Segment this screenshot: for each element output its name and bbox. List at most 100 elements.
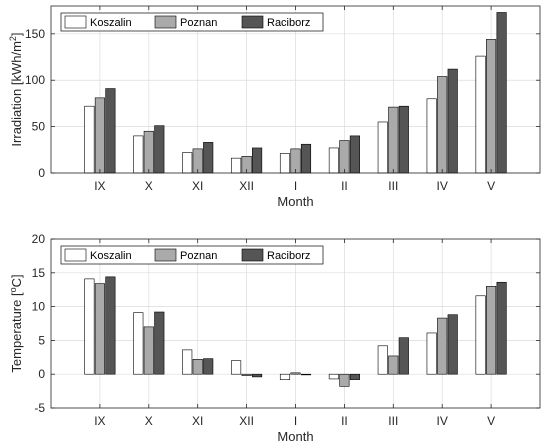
bar-koszalin-x	[133, 312, 144, 375]
y-axis-label: Irradiation [kWh/m2]	[8, 32, 24, 146]
y-tick-label: 150	[25, 27, 45, 41]
bar-koszalin-xi	[182, 349, 193, 375]
bar-raciborz-iv	[447, 314, 458, 375]
bar-poznan-i	[290, 372, 301, 375]
x-tick-label: II	[341, 179, 348, 193]
legend-swatch-raciborz	[241, 248, 264, 262]
x-tick-label: XII	[239, 179, 254, 193]
bar-poznan-v	[486, 286, 497, 375]
x-axis-label: Month	[277, 194, 313, 209]
y-tick-label: 100	[25, 73, 45, 87]
bar-poznan-ii	[339, 140, 350, 174]
bar-raciborz-iii	[398, 105, 409, 174]
bar-koszalin-ii	[328, 373, 339, 380]
x-tick-label: III	[388, 414, 398, 428]
bar-koszalin-iv	[426, 98, 437, 174]
bar-raciborz-ii	[349, 135, 360, 174]
legend-swatch-poznan	[154, 248, 177, 262]
bar-raciborz-xii	[252, 373, 263, 378]
bar-raciborz-ii	[349, 373, 360, 380]
bar-raciborz-i	[300, 143, 312, 174]
y-axis-label: Temperature [oC]	[8, 274, 24, 372]
legend-entry-koszalin: Koszalin	[90, 17, 132, 29]
y-tick-label: 0	[38, 166, 45, 180]
x-tick-label: XII	[239, 414, 254, 428]
legend: Koszalin Poznan Raciborz	[60, 12, 324, 32]
bar-koszalin-i	[279, 373, 291, 380]
legend-swatch-koszalin	[64, 248, 87, 262]
x-tick-label: II	[341, 414, 348, 428]
legend-entry-raciborz: Raciborz	[267, 250, 310, 262]
bar-raciborz-xi	[203, 358, 214, 375]
y-tick-label: 0	[38, 367, 45, 381]
bar-koszalin-ix	[84, 278, 95, 375]
y-tick-label: -5	[34, 401, 45, 415]
bar-raciborz-xi	[203, 142, 214, 174]
bar-poznan-xi	[192, 359, 203, 375]
x-tick-label: XI	[192, 179, 203, 193]
bar-koszalin-xii	[231, 157, 242, 174]
x-tick-label: I	[294, 414, 297, 428]
bar-poznan-xii	[241, 373, 252, 376]
legend-swatch-koszalin	[64, 15, 87, 29]
legend-swatch-raciborz	[241, 15, 264, 29]
y-tick-label: 50	[32, 120, 46, 134]
bar-raciborz-ix	[105, 88, 116, 174]
bar-poznan-iv	[437, 317, 448, 375]
bar-poznan-ix	[94, 97, 105, 174]
bar-raciborz-iv	[447, 68, 458, 174]
bar-poznan-x	[143, 130, 154, 174]
bar-koszalin-iii	[377, 121, 388, 174]
y-tick-label: 5	[38, 333, 45, 347]
x-axis-label: Month	[277, 429, 313, 444]
bar-koszalin-ix	[84, 105, 95, 174]
bar-poznan-v	[486, 39, 497, 174]
bar-raciborz-xii	[252, 147, 263, 174]
legend-entry-poznan: Poznan	[180, 250, 217, 262]
bar-poznan-x	[143, 326, 154, 375]
legend-entry-poznan: Poznan	[180, 17, 217, 29]
x-tick-label: X	[145, 414, 153, 428]
x-tick-label: V	[487, 414, 495, 428]
y-tick-label: 10	[32, 300, 46, 314]
bar-koszalin-iv	[426, 332, 437, 375]
bar-koszalin-xii	[231, 360, 242, 375]
bar-poznan-iii	[388, 355, 399, 375]
bar-raciborz-i	[300, 373, 312, 376]
legend-entry-koszalin: Koszalin	[90, 250, 132, 262]
bar-poznan-iii	[388, 106, 399, 174]
y-tick-label: 15	[32, 266, 46, 280]
bar-poznan-iv	[437, 76, 448, 174]
x-tick-label: IX	[94, 414, 105, 428]
bar-koszalin-x	[133, 135, 144, 174]
x-tick-label: IX	[94, 179, 105, 193]
bar-raciborz-iii	[398, 337, 409, 375]
x-tick-label: IV	[437, 179, 448, 193]
bar-koszalin-xi	[182, 152, 193, 174]
legend-entry-raciborz: Raciborz	[267, 17, 310, 29]
legend: Koszalin Poznan Raciborz	[60, 245, 324, 265]
x-tick-label: V	[487, 179, 495, 193]
bar-koszalin-v	[475, 55, 486, 174]
x-tick-label: III	[388, 179, 398, 193]
bar-raciborz-v	[496, 281, 507, 375]
bar-poznan-ix	[94, 283, 105, 375]
y-tick-label: 20	[32, 232, 46, 246]
bar-koszalin-i	[279, 153, 291, 174]
bar-koszalin-iii	[377, 345, 388, 375]
x-tick-label: XI	[192, 414, 203, 428]
bar-raciborz-ix	[105, 276, 116, 375]
bar-raciborz-x	[154, 125, 165, 174]
bar-koszalin-v	[475, 295, 486, 375]
bar-poznan-ii	[339, 373, 350, 387]
bar-raciborz-x	[154, 311, 165, 375]
x-tick-label: IV	[437, 414, 448, 428]
x-tick-label: I	[294, 179, 297, 193]
legend-swatch-poznan	[154, 15, 177, 29]
bar-koszalin-ii	[328, 147, 339, 174]
x-tick-label: X	[145, 179, 153, 193]
bar-raciborz-v	[496, 12, 507, 174]
